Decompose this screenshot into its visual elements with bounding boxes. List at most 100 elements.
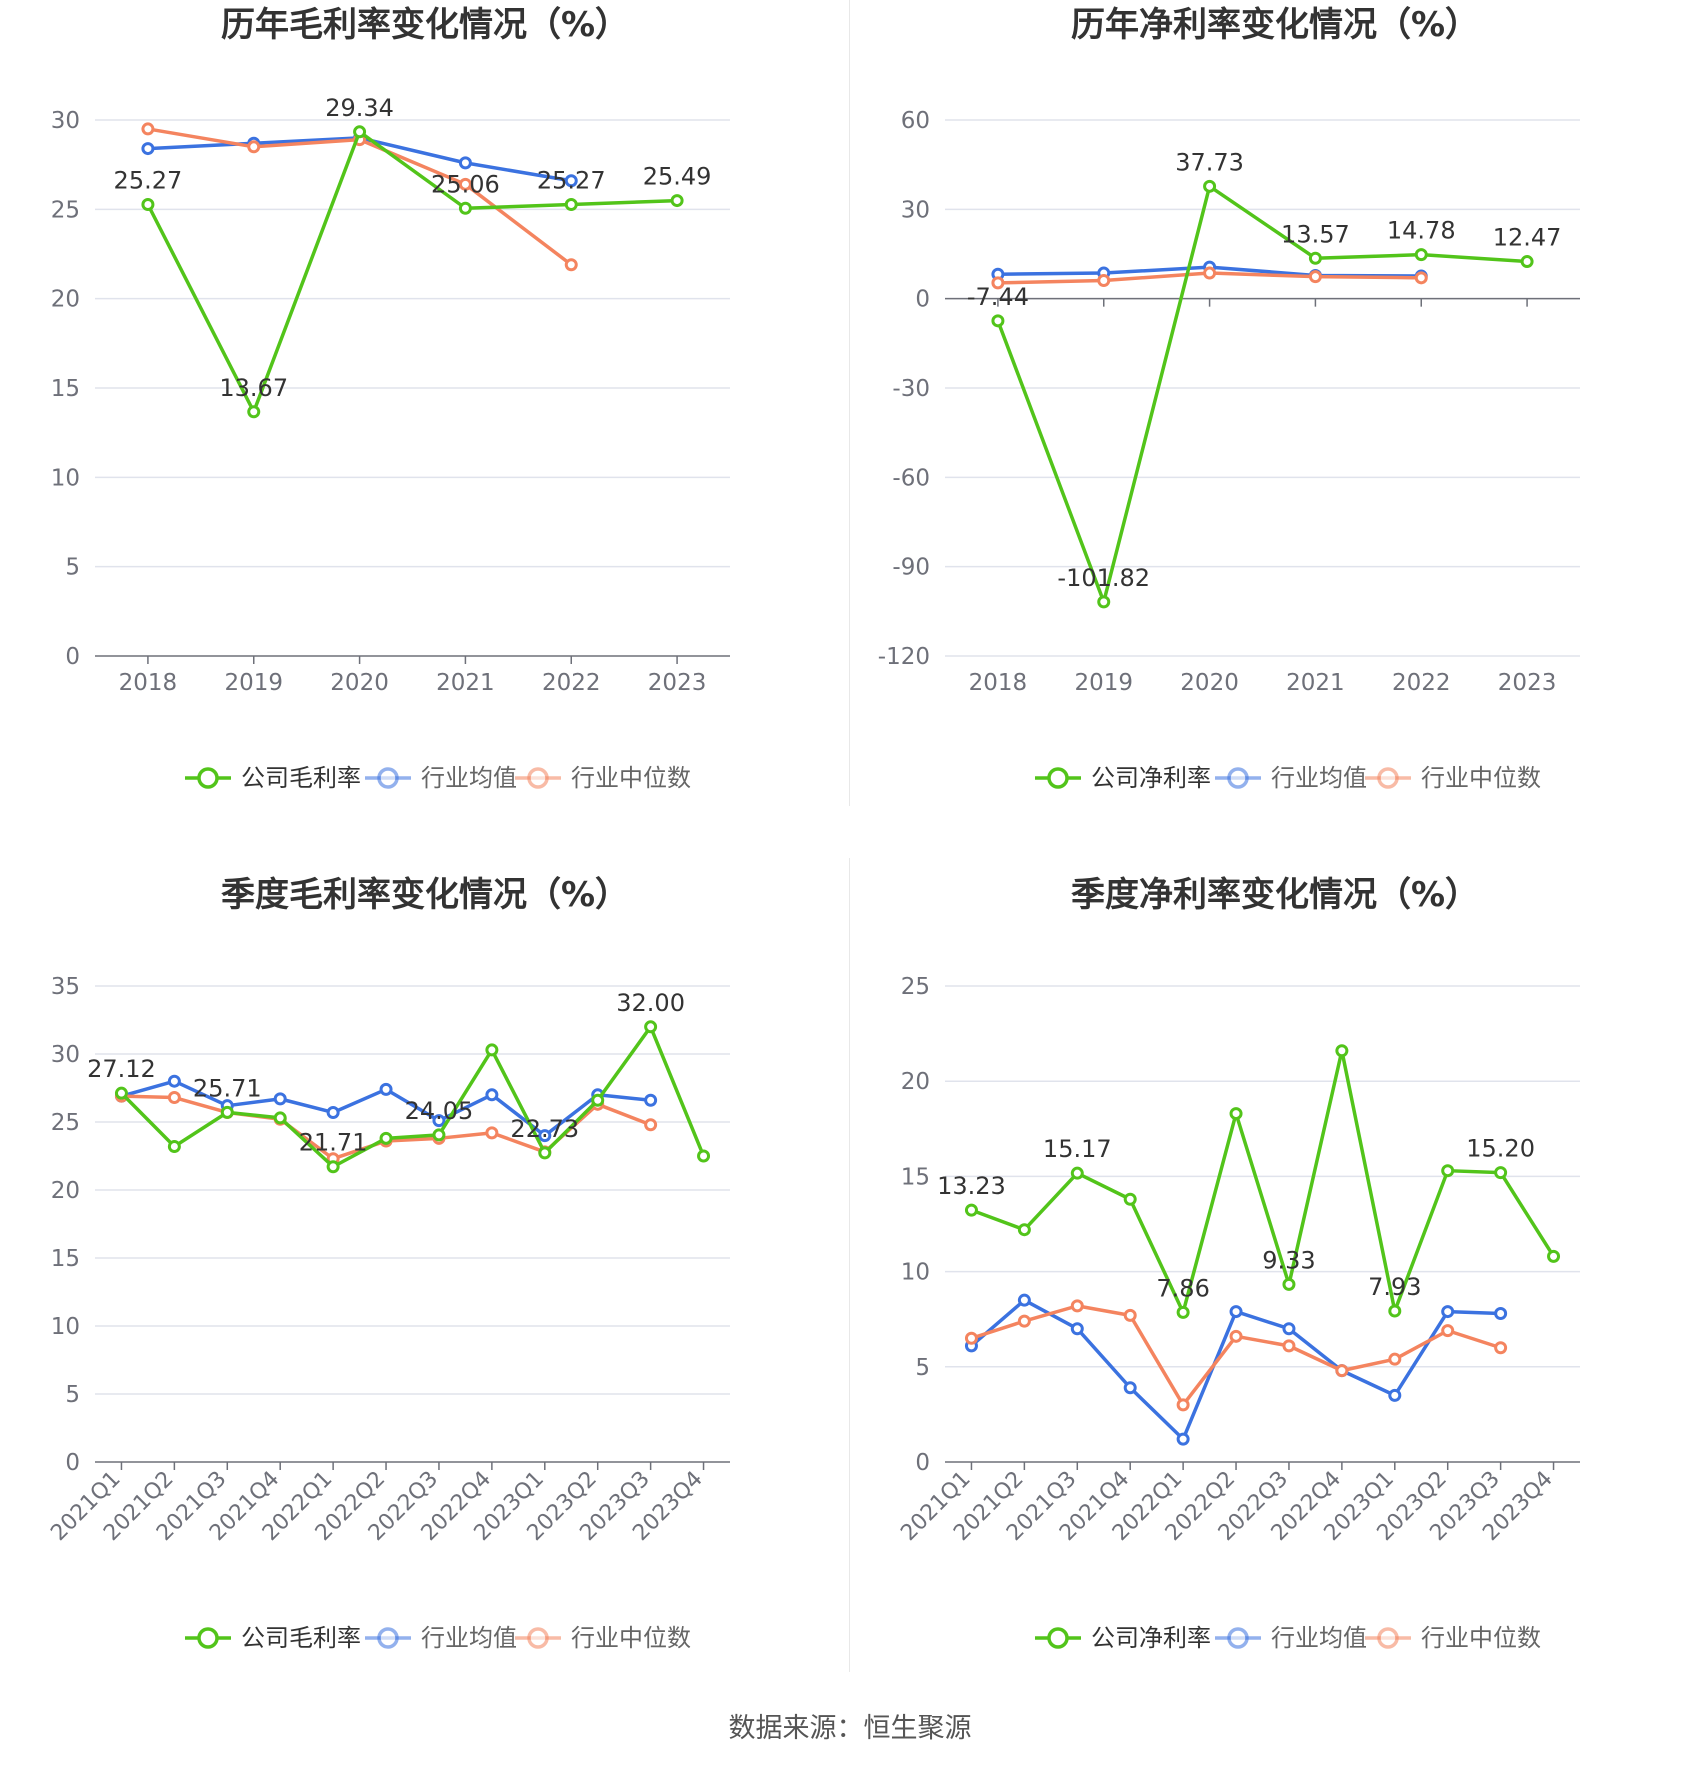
data-point-median-2019 <box>247 140 261 154</box>
data-point-company-2021Q4 <box>1123 1192 1137 1206</box>
y-tick-label: 0 <box>915 287 930 313</box>
data-point-company-2018 <box>991 314 1005 328</box>
legend-item-company[interactable]: 公司毛利率 <box>185 1624 361 1652</box>
data-label: 15.17 <box>1043 1135 1112 1163</box>
data-label: 13.67 <box>219 374 288 402</box>
data-point-avg-2022Q4 <box>485 1088 499 1102</box>
legend-label-median: 行业中位数 <box>1421 764 1541 792</box>
series-line-company <box>146 130 678 414</box>
data-point-company-2021Q3 <box>1070 1166 1084 1180</box>
legend-label-avg: 行业均值 <box>421 764 517 792</box>
data-point-median-2021Q1 <box>964 1331 978 1345</box>
legend-item-avg[interactable]: 行业均值 <box>1215 1624 1367 1652</box>
legend-item-avg[interactable]: 行业均值 <box>1215 764 1367 792</box>
data-point-company-2019 <box>1097 595 1111 609</box>
data-point-median-2021 <box>458 177 472 191</box>
data-label: 12.47 <box>1493 224 1562 252</box>
legend-item-avg[interactable]: 行业均值 <box>365 764 517 792</box>
data-point-median-2020 <box>1203 266 1217 280</box>
y-tick-label: 20 <box>51 1178 80 1204</box>
data-point-company-2023 <box>1520 255 1534 269</box>
y-tick-label: 30 <box>51 108 80 134</box>
data-point-company-2020 <box>353 125 367 139</box>
series-line-company <box>996 184 1528 604</box>
data-label: 27.12 <box>87 1055 156 1083</box>
data-point-company-2020 <box>1203 179 1217 193</box>
y-tick-label: 10 <box>51 1314 80 1340</box>
legend: 公司毛利率 行业均值 行业中位数 <box>185 764 691 792</box>
series-line-company <box>970 1048 1556 1315</box>
y-tick-label: 15 <box>51 1246 80 1272</box>
y-tick-label: 15 <box>901 1164 930 1190</box>
y-tick-label: 10 <box>901 1260 930 1286</box>
data-point-avg-2023Q3 <box>1494 1306 1508 1320</box>
data-point-company-2021 <box>458 201 472 215</box>
data-label: 13.57 <box>1281 220 1350 248</box>
data-point-avg-2021Q2 <box>1017 1293 1031 1307</box>
legend-label-company: 公司毛利率 <box>241 1624 361 1652</box>
legend-marker-avg <box>1227 767 1249 789</box>
data-point-avg-2022Q2 <box>1229 1305 1243 1319</box>
legend-item-median[interactable]: 行业中位数 <box>515 1624 691 1652</box>
data-point-avg-2018 <box>141 142 155 156</box>
data-point-company-2022Q4 <box>1335 1044 1349 1058</box>
x-tick-label: 2020 <box>1180 670 1239 696</box>
legend-item-median[interactable]: 行业中位数 <box>1365 1624 1541 1652</box>
data-point-company-2023Q1 <box>538 1146 552 1160</box>
legend-item-median[interactable]: 行业中位数 <box>1365 764 1541 792</box>
y-tick-label: 30 <box>901 197 930 223</box>
data-label: 25.71 <box>193 1074 262 1102</box>
y-tick-label: 60 <box>901 108 930 134</box>
data-point-avg-2022Q3 <box>1282 1322 1296 1336</box>
y-tick-label: 10 <box>51 465 80 491</box>
legend-item-avg[interactable]: 行业均值 <box>365 1624 517 1652</box>
data-point-company-2021Q3 <box>220 1105 234 1119</box>
data-label: 7.93 <box>1368 1273 1421 1301</box>
quarterly-gross-margin-chart: 季度毛利率变化情况（%）051015202530352021Q12021Q220… <box>46 875 730 1652</box>
vertical-divider-top <box>849 0 850 806</box>
legend-item-company[interactable]: 公司毛利率 <box>185 764 361 792</box>
data-point-avg-2021Q4 <box>1123 1381 1137 1395</box>
legend-label-company: 公司净利率 <box>1091 764 1211 792</box>
legend-marker-median <box>527 767 549 789</box>
legend-marker-avg <box>377 1627 399 1649</box>
legend-label-median: 行业中位数 <box>571 764 691 792</box>
data-point-median-2022Q4 <box>1335 1364 1349 1378</box>
data-point-company-2023Q4 <box>1547 1249 1561 1263</box>
data-label: 24.05 <box>405 1097 474 1125</box>
x-tick-label: 2023 <box>1498 670 1557 696</box>
legend-item-median[interactable]: 行业中位数 <box>515 764 691 792</box>
legend: 公司毛利率 行业均值 行业中位数 <box>185 1624 691 1652</box>
data-point-median-2019 <box>1097 274 1111 288</box>
series-line-company <box>120 1025 706 1169</box>
data-point-avg-2023Q2 <box>1441 1305 1455 1319</box>
data-point-company-2021Q2 <box>167 1139 181 1153</box>
legend-label-company: 公司毛利率 <box>241 764 361 792</box>
legend-label-median: 行业中位数 <box>1421 1624 1541 1652</box>
data-point-company-2022Q1 <box>326 1160 340 1174</box>
y-tick-label: -60 <box>892 465 930 491</box>
data-point-median-2021 <box>1308 270 1322 284</box>
x-tick-label: 2018 <box>119 670 178 696</box>
legend-item-company[interactable]: 公司净利率 <box>1035 1624 1211 1652</box>
data-point-company-2019 <box>247 405 261 419</box>
data-point-company-2023Q1 <box>1388 1304 1402 1318</box>
chart-title: 季度毛利率变化情况（%） <box>221 875 629 915</box>
x-tick-label: 2020 <box>330 670 389 696</box>
data-label: -101.82 <box>1057 564 1150 592</box>
y-tick-label: 20 <box>901 1069 930 1095</box>
y-tick-label: 20 <box>51 287 80 313</box>
y-tick-label: 5 <box>65 1382 80 1408</box>
x-tick-label: 2022 <box>542 670 601 696</box>
data-point-median-2023Q3 <box>1494 1341 1508 1355</box>
data-point-median-2022 <box>1414 271 1428 285</box>
legend-item-company[interactable]: 公司净利率 <box>1035 764 1211 792</box>
data-point-median-2023Q2 <box>1441 1324 1455 1338</box>
data-label: 7.86 <box>1156 1274 1209 1302</box>
data-point-avg-2021Q2 <box>167 1074 181 1088</box>
data-point-median-2021Q4 <box>1123 1308 1137 1322</box>
legend: 公司净利率 行业均值 行业中位数 <box>1035 1624 1541 1652</box>
series-line-avg <box>970 1298 1501 1441</box>
data-point-median-2018 <box>141 122 155 136</box>
